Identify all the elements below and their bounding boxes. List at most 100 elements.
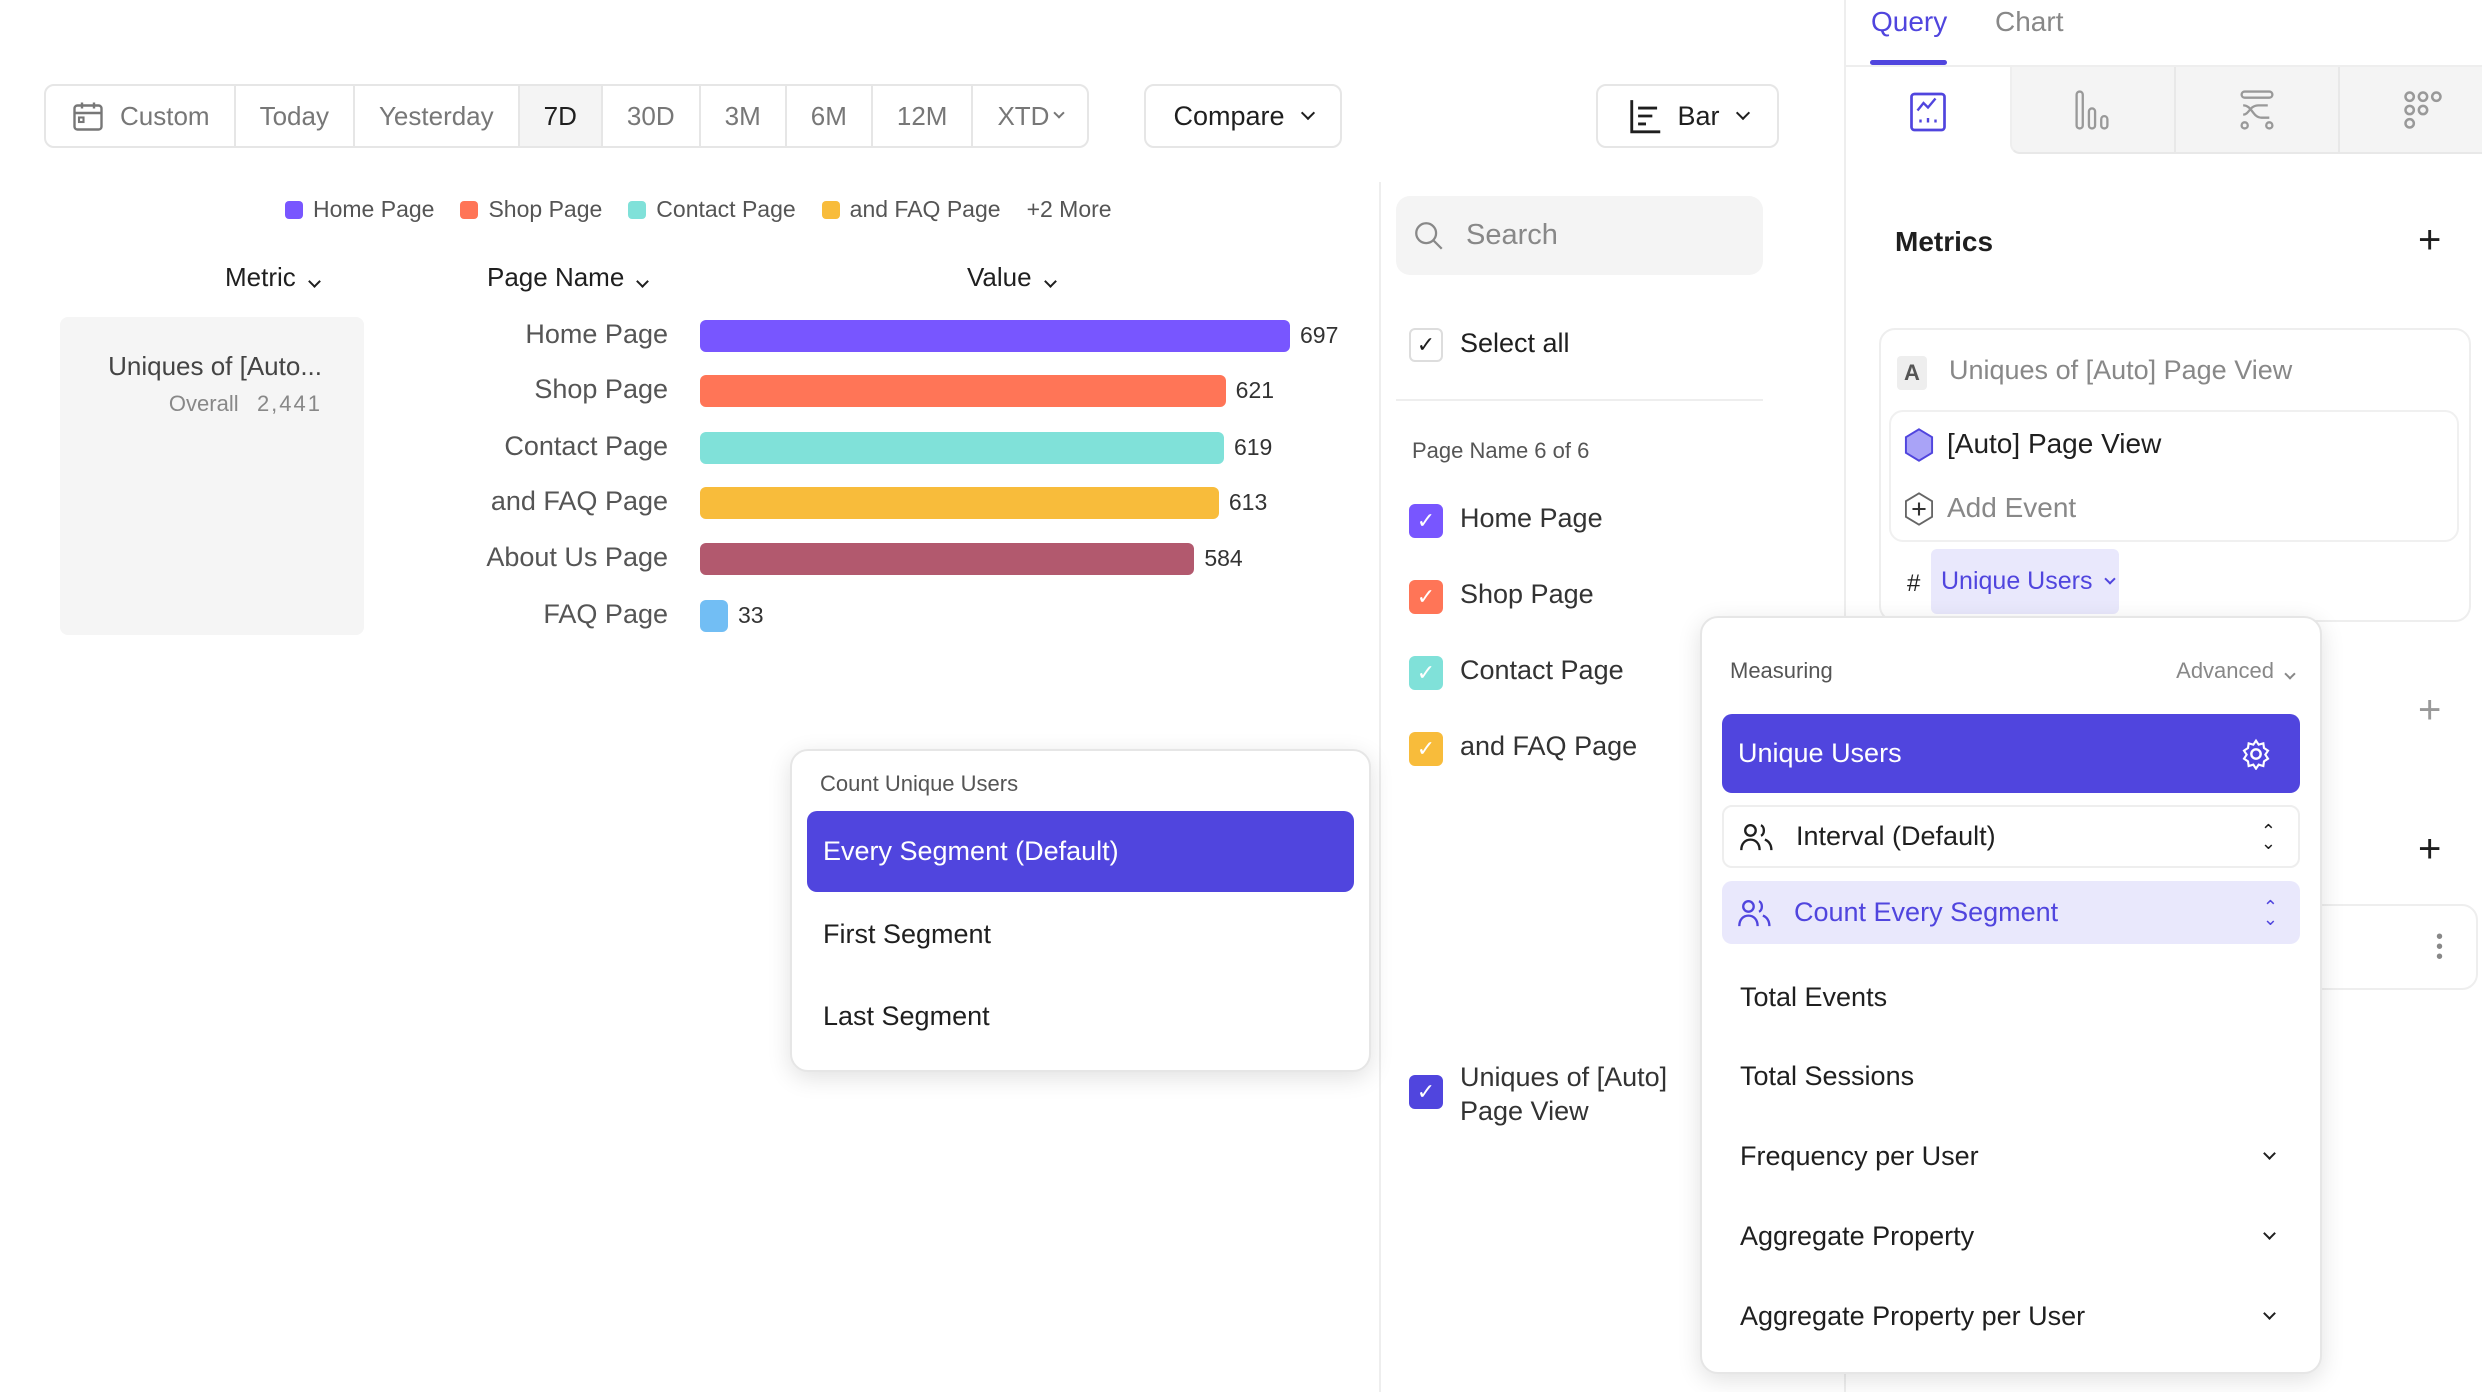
chevron-down-icon	[1043, 275, 1057, 288]
date-today-button[interactable]: Today	[236, 86, 355, 146]
metrics-title: Metrics	[1895, 226, 1994, 257]
chevron-down-icon	[1300, 105, 1315, 121]
metric-letter-badge: A	[1897, 356, 1927, 390]
filter-checkbox[interactable]: ✓	[1409, 1075, 1443, 1109]
users-icon	[1740, 823, 1773, 850]
users-icon	[1738, 899, 1771, 926]
legend-item[interactable]: and FAQ Page	[821, 196, 1001, 223]
add-event-button[interactable]: Add Event	[1947, 492, 2077, 523]
bar-chart-icon	[1630, 100, 1661, 134]
add-metric-plus-icon[interactable]: +	[2418, 218, 2442, 262]
data-label: 621	[1235, 377, 1275, 403]
event-box: [Auto] Page View Add Event	[1889, 410, 2459, 542]
filter-checkbox[interactable]: ✓	[1409, 580, 1443, 614]
data-label: 697	[1300, 322, 1339, 348]
metric-column-header[interactable]: Metric	[225, 262, 321, 293]
chart-legend: Home Page Shop Page Contact Page and FAQ…	[285, 196, 1112, 223]
count-mode-select[interactable]: Count Every Segment ⌃ ⌄	[1722, 881, 2300, 944]
category-label: Shop Page	[534, 374, 668, 404]
count-option-every-segment[interactable]: Every Segment (Default)	[807, 811, 1354, 892]
date-custom-button[interactable]: Custom	[46, 86, 236, 146]
page-name-column-header[interactable]: Page Name	[487, 262, 650, 293]
category-label: About Us Page	[486, 542, 668, 572]
tab-query[interactable]: Query	[1871, 6, 1948, 37]
bar[interactable]	[700, 432, 1224, 464]
count-option-last-segment[interactable]: Last Segment	[823, 1000, 990, 1031]
chevron-down-icon	[2263, 1226, 2276, 1240]
legend-item[interactable]: Home Page	[285, 196, 434, 223]
advanced-toggle[interactable]: Advanced	[2176, 658, 2296, 684]
more-options-icon[interactable]: • • •	[2436, 926, 2444, 968]
chevron-down-icon	[307, 275, 321, 288]
gear-icon[interactable]	[2240, 738, 2272, 770]
category-label: Home Page	[525, 319, 668, 349]
date-6m-button[interactable]: 6M	[787, 86, 873, 146]
bar[interactable]	[700, 320, 1290, 352]
count-unique-users-popup: Count Unique Users Every Segment (Defaul…	[790, 749, 1371, 1072]
data-label: 584	[1204, 545, 1243, 571]
overall-value: 2,441	[256, 391, 322, 416]
data-label: 619	[1233, 434, 1273, 460]
category-label: Contact Page	[504, 431, 668, 461]
filter-checkbox[interactable]: ✓	[1409, 504, 1443, 538]
bar[interactable]	[700, 600, 728, 632]
select-all-checkbox[interactable]: ✓	[1409, 328, 1443, 362]
sort-updown-icon: ⌃ ⌄	[2262, 896, 2278, 929]
measure-option-expandable[interactable]: Frequency per User	[1724, 1133, 2298, 1179]
filter-checkbox[interactable]: ✓	[1409, 732, 1443, 766]
add-event-icon	[1905, 492, 1933, 526]
chart-type-button[interactable]: Bar	[1596, 84, 1779, 148]
date-3m-button[interactable]: 3M	[701, 86, 787, 146]
interval-select[interactable]: Interval (Default) ⌃ ⌄	[1722, 805, 2300, 868]
metric-name: Uniques of [Auto...	[108, 351, 322, 381]
category-label: FAQ Page	[543, 599, 668, 629]
filter-item-label: Shop Page	[1460, 579, 1594, 609]
add-breakdown-plus-icon[interactable]: +	[2418, 827, 2442, 871]
measure-option-expandable[interactable]: Aggregate Property	[1724, 1213, 2298, 1259]
date-yesterday-button[interactable]: Yesterday	[355, 86, 520, 146]
metric-title[interactable]: Uniques of [Auto] Page View	[1949, 355, 2293, 385]
calendar-icon	[73, 102, 103, 131]
measure-option[interactable]: Total Events	[1740, 981, 1888, 1012]
chevron-down-icon	[1053, 107, 1066, 119]
filter-checkbox[interactable]: ✓	[1409, 656, 1443, 690]
measure-option-expandable[interactable]: Aggregate Property per User	[1724, 1293, 2298, 1339]
insights-icon[interactable]	[1910, 92, 1946, 132]
event-hexagon-icon	[1904, 428, 1934, 462]
search-icon	[1415, 221, 1443, 250]
legend-item[interactable]: Contact Page	[628, 196, 796, 223]
measure-dropdown[interactable]: Unique Users	[1931, 549, 2119, 614]
funnels-icon[interactable]	[2073, 90, 2111, 130]
date-xtd-button[interactable]: XTD	[973, 86, 1087, 146]
bar[interactable]	[700, 487, 1219, 519]
overall-label: Overall	[168, 391, 239, 416]
bar[interactable]	[700, 543, 1195, 575]
measure-option[interactable]: Total Sessions	[1740, 1060, 1915, 1091]
measuring-popup: Measuring Advanced Unique Users Interval…	[1700, 616, 2322, 1374]
retention-icon[interactable]	[2403, 90, 2443, 130]
metric-card[interactable]: Uniques of [Auto... Overall 2,441	[60, 317, 364, 635]
measure-option-unique-users[interactable]: Unique Users	[1722, 714, 2300, 793]
tab-underline	[1870, 60, 1947, 65]
flows-icon[interactable]	[2238, 90, 2276, 130]
search-input[interactable]: Search	[1396, 196, 1763, 275]
tab-chart[interactable]: Chart	[1995, 6, 2064, 37]
bar[interactable]	[700, 375, 1226, 407]
measuring-title: Measuring	[1730, 658, 1833, 683]
chevron-down-icon	[1735, 105, 1750, 121]
filter-group-label: Page Name 6 of 6	[1412, 438, 1590, 463]
date-12m-button[interactable]: 12M	[873, 86, 974, 146]
select-all-label: Select all	[1460, 328, 1570, 358]
legend-more[interactable]: +2 More	[1026, 196, 1112, 222]
count-option-first-segment[interactable]: First Segment	[823, 918, 992, 949]
date-7d-button[interactable]: 7D	[519, 86, 603, 146]
chevron-down-icon	[2263, 1306, 2276, 1320]
data-label: 613	[1228, 489, 1268, 515]
event-name[interactable]: [Auto] Page View	[1947, 428, 2162, 459]
value-column-header[interactable]: Value	[967, 262, 1057, 293]
filter-item-label: and FAQ Page	[1460, 731, 1638, 761]
add-filter-plus-icon[interactable]: +	[2418, 688, 2442, 732]
compare-button[interactable]: Compare	[1144, 84, 1342, 148]
legend-item[interactable]: Shop Page	[460, 196, 602, 223]
date-30d-button[interactable]: 30D	[603, 86, 701, 146]
